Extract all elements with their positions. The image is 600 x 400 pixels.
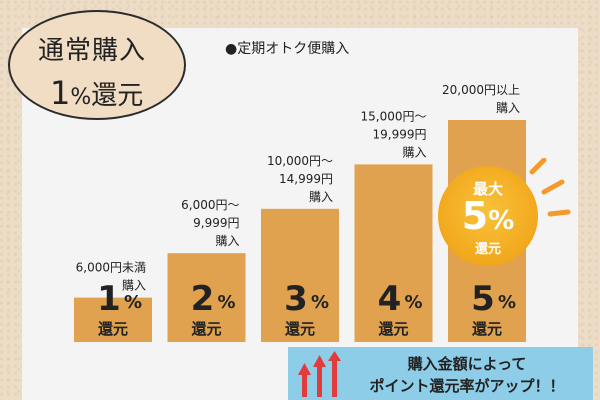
badge-top-text: 最大: [472, 180, 503, 198]
category-label-2-line-1: 6,000円～: [181, 198, 239, 212]
badge-bottom-text: 還元: [474, 242, 501, 257]
bar-unit-2: 還元: [191, 320, 221, 338]
bar-4: [354, 164, 433, 342]
bar-percent-5: %: [498, 292, 516, 313]
category-label-3-line-2: 14,999円: [279, 172, 333, 186]
category-label-1-line-2: 購入: [122, 279, 146, 293]
bar-percent-3: %: [311, 292, 329, 313]
category-label-5-line-1: 20,000円以上: [442, 83, 520, 97]
normal-rate-percent: %: [70, 85, 92, 110]
category-label-1-line-1: 6,000円未満: [76, 261, 146, 275]
normal-purchase-title: 通常購入: [38, 36, 147, 66]
banner-line-1: 購入金額によって: [407, 355, 527, 373]
bar-value-1: 1: [97, 279, 121, 319]
bar-percent-4: %: [404, 292, 422, 313]
category-label-4-line-3: 購入: [402, 145, 426, 159]
category-label-2-line-2: 9,999円: [193, 216, 239, 230]
bar-unit-5: 還元: [472, 320, 502, 338]
bar-value-3: 3: [284, 279, 308, 319]
badge-rate: 5%: [438, 196, 538, 241]
bar-1: [74, 297, 152, 342]
up-arrows-icon: [298, 351, 341, 397]
category-label-3-line-1: 10,000円～: [267, 154, 333, 168]
bar-unit-1: 還元: [98, 320, 128, 338]
normal-rate-number: 1: [50, 74, 71, 112]
bar-percent-2: %: [217, 292, 235, 313]
bar-3: [261, 208, 339, 342]
info-banner: 購入金額によって ポイント還元率がアップ！！: [288, 347, 593, 400]
category-label-4-line-1: 15,000円～: [361, 109, 427, 123]
max-rate-badge: 最大 5% 還元: [438, 166, 538, 266]
bar-value-2: 2: [191, 279, 215, 319]
normal-purchase-bubble: 通常購入 1%還元: [8, 10, 186, 120]
bar-value-5: 5: [471, 279, 495, 319]
badge-rate-number: 5: [461, 194, 489, 238]
chart-title: ●定期オトク便購入: [225, 41, 350, 57]
burst-lines-icon: [529, 158, 571, 217]
badge-rate-percent: %: [488, 206, 515, 236]
category-label-3-line-3: 購入: [309, 190, 333, 204]
bar-unit-4: 還元: [378, 320, 408, 338]
normal-rate-suffix: 還元: [91, 81, 144, 111]
category-label-4-line-2: 19,999円: [373, 127, 427, 141]
bar-percent-1: %: [124, 292, 142, 313]
category-label-5-line-2: 購入: [496, 101, 520, 115]
bar-unit-3: 還元: [285, 320, 315, 338]
banner-text: 購入金額によって ポイント還元率がアップ！！: [342, 353, 592, 397]
bar-value-4: 4: [378, 279, 402, 319]
category-label-2-line-3: 購入: [215, 234, 239, 248]
normal-purchase-rate: 1%還元: [50, 74, 143, 112]
bar-2: [167, 253, 246, 342]
banner-line-2: ポイント還元率がアップ！！: [369, 377, 565, 395]
